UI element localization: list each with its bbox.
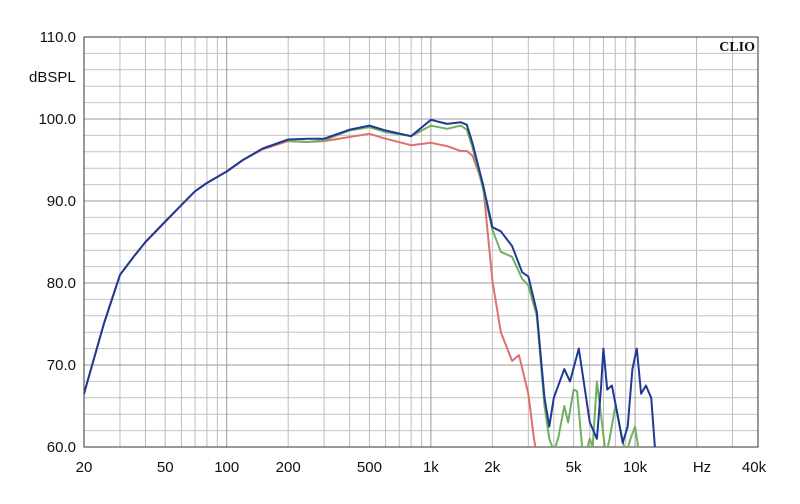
x-tick-label: 40k — [742, 459, 767, 476]
clio-brand-label: CLIO — [719, 40, 755, 55]
x-tick-labels: 20 50 100 200 500 1k 2k 5k 10k 40k — [76, 459, 767, 476]
x-tick-label: 5k — [566, 459, 582, 476]
y-tick-label: 60.0 — [47, 439, 76, 456]
y-tick-labels: 60.0 70.0 80.0 90.0 100.0 110.0 — [38, 29, 76, 456]
y-tick-label: 80.0 — [47, 275, 76, 292]
y-tick-label: 70.0 — [47, 357, 76, 374]
major-grid — [84, 37, 758, 447]
y-tick-label: 100.0 — [38, 111, 76, 128]
x-tick-label: 200 — [276, 459, 301, 476]
x-axis-unit: Hz — [693, 459, 711, 476]
minor-grid — [84, 37, 758, 447]
x-tick-label: 500 — [357, 459, 382, 476]
y-tick-label: 90.0 — [47, 193, 76, 210]
y-axis-label: dBSPL — [29, 69, 76, 86]
response-series-line-2 — [287, 124, 640, 447]
plot-frame — [83, 36, 759, 448]
series-layer — [84, 118, 656, 447]
x-tick-label: 2k — [484, 459, 500, 476]
x-tick-label: 100 — [214, 459, 239, 476]
x-tick-label: 50 — [157, 459, 174, 476]
x-tick-label: 20 — [76, 459, 93, 476]
x-tick-label: 10k — [623, 459, 648, 476]
x-tick-label: 1k — [423, 459, 439, 476]
y-tick-label: 110.0 — [40, 29, 76, 46]
response-series-line-1 — [84, 132, 537, 447]
response-series-line-3 — [84, 118, 656, 447]
